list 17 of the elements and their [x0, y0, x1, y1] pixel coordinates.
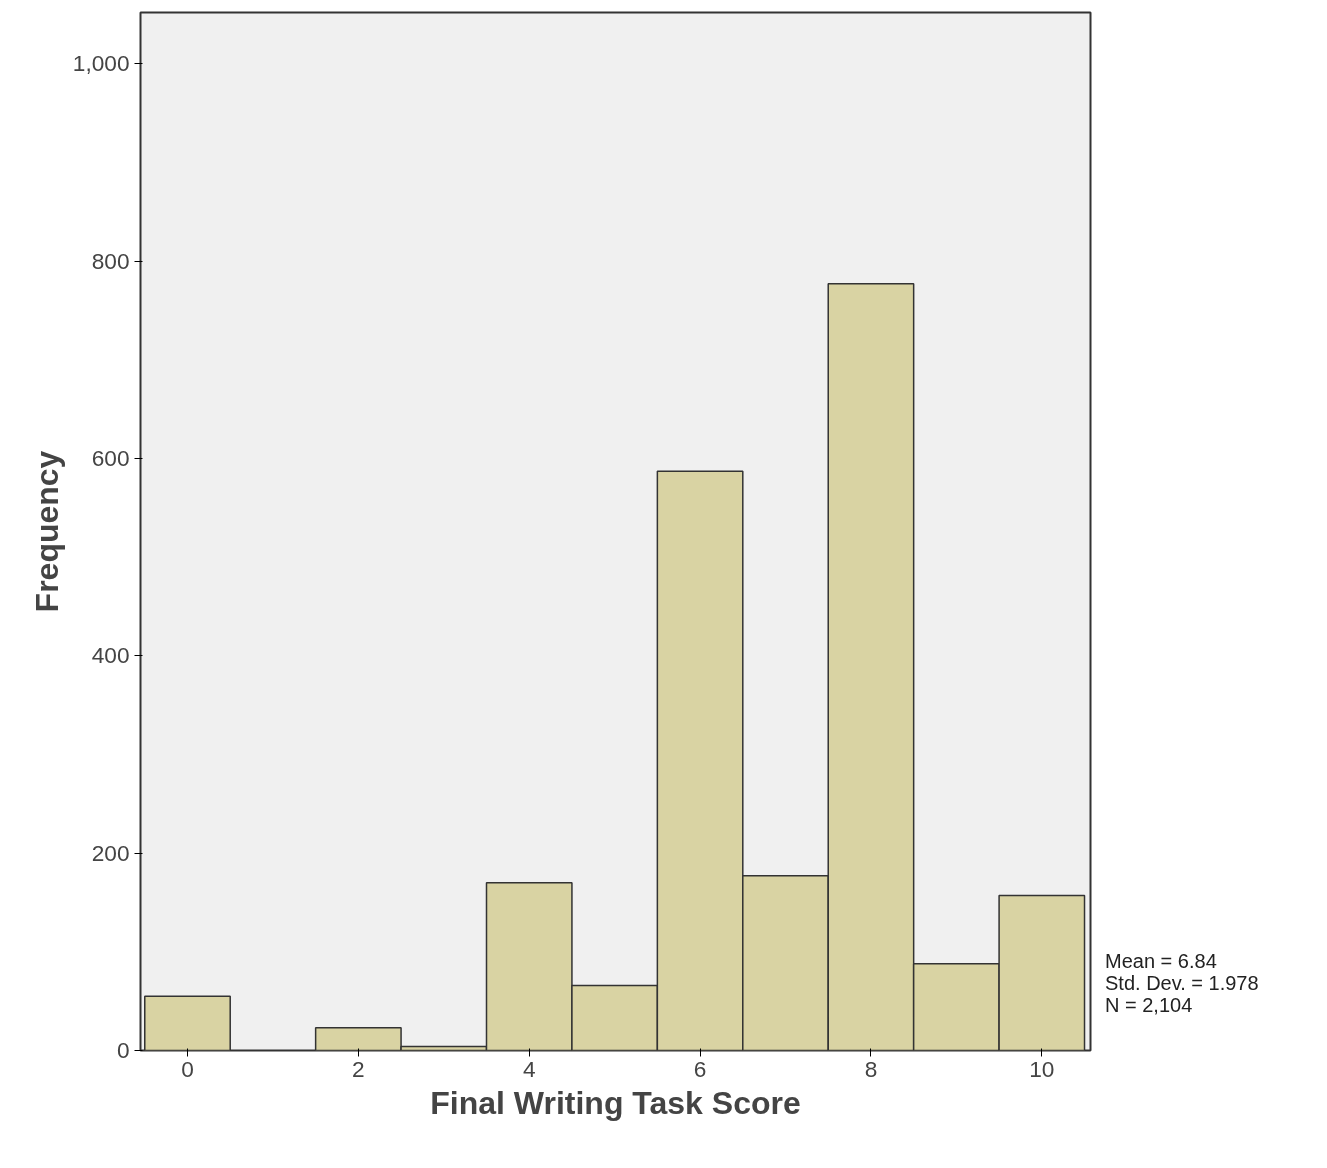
x-tick-label: 0: [181, 1055, 194, 1082]
x-tick-label: 6: [693, 1055, 707, 1082]
x-tick-label: 10: [1029, 1055, 1055, 1082]
y-axis-title: Frequency: [28, 450, 65, 613]
y-tick-label: 400: [91, 642, 130, 669]
y-tick-label: 0: [116, 1037, 130, 1063]
x-tick-label: 4: [522, 1055, 536, 1082]
x-tick-label: 2: [352, 1055, 365, 1082]
x-tick-label: 8: [864, 1055, 878, 1082]
x-axis-title: Final Writing Task Score: [430, 1084, 801, 1121]
text: N = 2,104: [1105, 994, 1193, 1016]
y-tick-label: 600: [91, 444, 130, 471]
y-tick-label: 1,000: [72, 50, 130, 77]
y-tick-label: 800: [91, 247, 130, 274]
y-tick-label: 200: [91, 839, 130, 866]
text: Mean = 6.84: [1105, 950, 1217, 972]
text: Std. Dev. = 1.978: [1105, 972, 1259, 994]
